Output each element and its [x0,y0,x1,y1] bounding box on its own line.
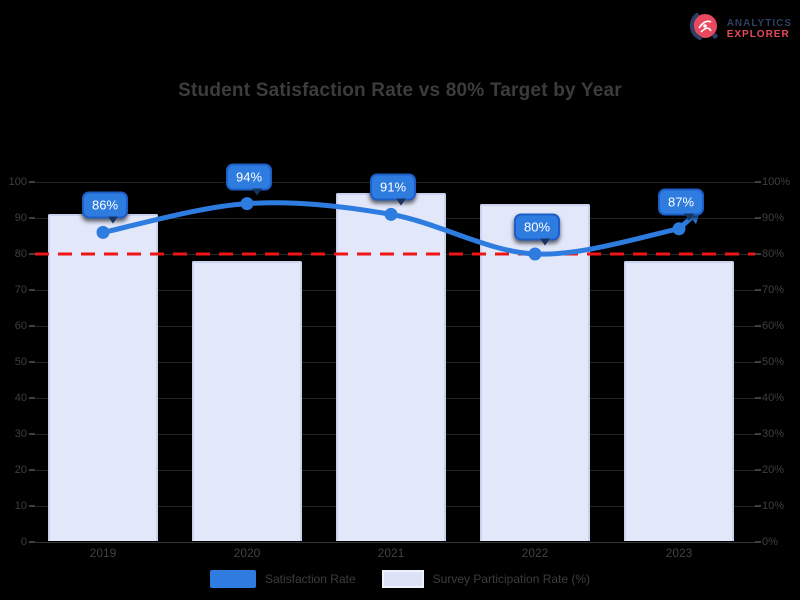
y-tick-label-right: 0% [762,536,778,548]
y-tick-right [755,469,761,471]
y-tick-label-left: 50 [14,356,27,368]
y-tick-label-right: 60% [762,320,785,332]
y-tick-label-right: 20% [762,464,785,476]
y-tick-left [29,325,35,327]
y-tick-right [755,181,761,183]
data-label-pill: 94% [225,163,273,196]
y-tick-label-left: 20 [14,464,27,476]
data-point-marker [672,222,686,236]
legend-label-line-series: Satisfaction Rate [264,572,356,586]
globe-compass-icon [686,8,722,49]
y-tick-label-right: 80% [762,248,785,260]
y-tick-left [29,469,35,471]
y-tick-label-right: 90% [762,212,785,224]
x-axis-label: 2023 [665,546,693,560]
y-tick-label-right: 40% [762,392,785,404]
data-point-marker [528,247,542,261]
legend-entry-line-series: Satisfaction Rate [209,570,356,588]
x-axis-label: 2020 [233,546,261,560]
y-tick-right [755,397,761,399]
y-tick-left [29,181,35,183]
y-tick-right [755,289,761,291]
legend-swatch-line-series [209,570,256,588]
y-tick-left [29,433,35,435]
data-point-marker [384,207,398,221]
x-axis-label: 2022 [521,546,549,560]
data-label-pill: 86% [81,191,129,224]
bar [192,261,302,541]
bar [48,214,158,541]
legend-swatch-bar-series [381,570,424,588]
y-tick-label-right: 30% [762,428,785,440]
y-tick-label-right: 100% [762,176,791,188]
y-tick-label-left: 70 [14,284,27,296]
y-tick-label-left: 30 [14,428,27,440]
y-tick-label-left: 10 [14,500,27,512]
y-tick-left [29,361,35,363]
data-point-marker [240,197,254,211]
y-tick-left [29,505,35,507]
logo: ANALYTICS EXPLORER [686,8,792,49]
legend: Satisfaction Rate Survey Participation R… [0,570,800,588]
x-axis-line [35,542,755,543]
data-point-marker [96,225,110,239]
y-tick-right [755,325,761,327]
chart-title: Student Satisfaction Rate vs 80% Target … [178,80,622,101]
logo-text: ANALYTICS EXPLORER [727,18,792,40]
y-tick-label-right: 10% [762,500,785,512]
data-label-pill: 91% [369,173,417,206]
y-tick-left [29,289,35,291]
logo-line2: EXPLORER [726,28,790,40]
bar [624,261,734,541]
x-axis-label: 2019 [89,546,117,560]
y-tick-left [29,253,35,255]
legend-label-bar-series: Survey Participation Rate (%) [432,572,591,586]
y-tick-label-left: 40 [14,392,27,404]
y-tick-left [29,397,35,399]
legend-entry-bar-series: Survey Participation Rate (%) [381,570,591,588]
data-label-pill: 80% [513,213,561,246]
y-tick-label-left: 60 [14,320,27,332]
y-tick-label-left: 80 [14,248,27,260]
y-tick-left [29,217,35,219]
y-tick-right [755,433,761,435]
y-tick-label-left: 90 [14,212,27,224]
data-point-markers [96,197,686,261]
bar [336,192,446,541]
y-tick-label-left: 0 [20,536,27,548]
y-tick-right [755,541,761,543]
y-tick-label-right: 70% [762,284,785,296]
y-tick-label-left: 100 [8,176,27,188]
y-tick-left [29,541,35,543]
data-label-pill: 87% [657,188,705,221]
trend-line [100,200,696,257]
y-tick-right [755,505,761,507]
y-tick-right [755,217,761,219]
y-tick-right [755,361,761,363]
logo-line1: ANALYTICS [726,17,792,29]
y-tick-label-right: 50% [762,356,785,368]
x-axis-label: 2021 [377,546,405,560]
y-tick-right [755,253,761,255]
